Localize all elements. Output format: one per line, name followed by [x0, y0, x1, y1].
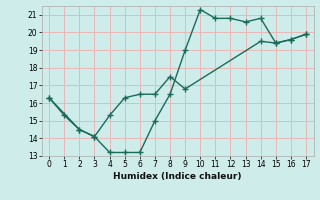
X-axis label: Humidex (Indice chaleur): Humidex (Indice chaleur) [113, 172, 242, 181]
